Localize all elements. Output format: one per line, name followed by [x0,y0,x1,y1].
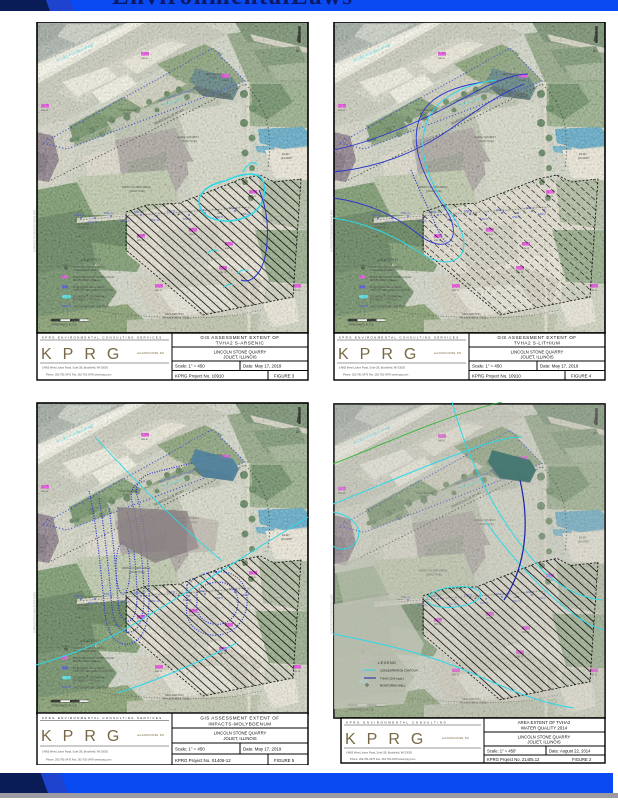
svg-text:WATER QUALITY 2014: WATER QUALITY 2014 [521,726,568,731]
svg-text:Phone: 262-781-0475 Fax: 262-: Phone: 262-781-0475 Fax: 262-781-0478 ww… [343,373,408,377]
svg-text:MONITORING WELL: MONITORING WELL [380,684,406,688]
svg-text:KPRG ENVIRONMENTAL CONSULTING: KPRG ENVIRONMENTAL CONSULTING SERVICES [42,716,162,720]
svg-text:Scale: 1" = 450: Scale: 1" = 450 [175,747,205,752]
svg-text:14665 West Lisbon Road, Suite: 14665 West Lisbon Road, Suite 2B, Brookf… [339,366,405,370]
svg-text:JOLIET, ILLINOIS: JOLIET, ILLINOIS [520,355,553,360]
svg-text:JOLIET, ILLINOIS: JOLIET, ILLINOIS [223,355,256,360]
svg-text:KPRG ENVIRONMENTAL CONSULTING: KPRG ENVIRONMENTAL CONSULTING SERVICES [339,336,459,340]
svg-text:AREA EXTENT OF TVHA2: AREA EXTENT OF TVHA2 [518,720,571,725]
svg-text:S:\PROJECTS\S1406\GIS\MOLY.MXD: S:\PROJECTS\S1406\GIS\MOLY.MXD [34,592,37,633]
svg-text:KPRG Project No. S1406-12: KPRG Project No. S1406-12 [175,758,231,763]
svg-text:and ASSOCIATES, INC.: and ASSOCIATES, INC. [137,733,165,737]
svg-text:S:\PROJECTS\10910\GIS\TVHA2.MX: S:\PROJECTS\10910\GIS\TVHA2.MXD [34,210,37,252]
svg-text:KPRG: KPRG [41,346,130,363]
svg-text:and ASSOCIATES, INC.: and ASSOCIATES, INC. [137,351,165,355]
svg-text:Scale: 1" = 450: Scale: 1" = 450 [472,364,502,369]
svg-text:Date: May 17, 2019: Date: May 17, 2019 [540,364,579,369]
svg-text:TVHA2 S-ARSENIC: TVHA2 S-ARSENIC [216,341,265,346]
svg-text:JOLIET, ILLINOIS: JOLIET, ILLINOIS [527,740,560,745]
svg-text:LEGEND: LEGEND [378,661,396,665]
svg-text:LINCOLN STONE QUARRY: LINCOLN STONE QUARRY [214,350,267,355]
svg-text:KPRG Project No. 10910: KPRG Project No. 10910 [175,374,224,379]
svg-text:CONCENTRATION CONTOUR: CONCENTRATION CONTOUR [380,669,418,673]
svg-text:LINCOLN STONE QUARRY: LINCOLN STONE QUARRY [214,731,267,736]
svg-text:TVHA2 S-LITHIUM: TVHA2 S-LITHIUM [514,341,561,346]
svg-text:Phone: 262-781-0475 Fax: 262-: Phone: 262-781-0475 Fax: 262-781-0478 ww… [46,373,111,377]
svg-text:LINCOLN STONE QUARRY: LINCOLN STONE QUARRY [518,735,571,740]
svg-text:KPRG: KPRG [338,346,427,363]
svg-text:FIGURE 5: FIGURE 5 [274,758,295,763]
svg-text:GIS ASSESSMENT EXTENT OF: GIS ASSESSMENT EXTENT OF [200,335,279,340]
svg-text:Date: August 22, 2014: Date: August 22, 2014 [549,749,591,754]
svg-text:Date: May 17, 2019: Date: May 17, 2019 [243,747,282,752]
svg-text:14665 West Lisbon Road, Suite: 14665 West Lisbon Road, Suite 2B, Brookf… [42,750,108,754]
svg-text:GIS ASSESSMENT EXTENT OF: GIS ASSESSMENT EXTENT OF [200,716,279,721]
svg-text:Date: May 17, 2019: Date: May 17, 2019 [243,364,282,369]
svg-text:LINCOLN STONE QUARRY: LINCOLN STONE QUARRY [511,350,564,355]
svg-text:Scale: 1" = 450: Scale: 1" = 450 [175,364,205,369]
svg-text:and ASSOCIATES, INC.: and ASSOCIATES, INC. [442,736,470,740]
svg-text:14665 West Lisbon Road, Suite: 14665 West Lisbon Road, Suite 2B, Brookf… [42,366,108,370]
svg-text:and ASSOCIATES, INC.: and ASSOCIATES, INC. [434,351,462,355]
svg-text:KPRG Project No. 10910: KPRG Project No. 10910 [472,374,521,379]
svg-text:FIGURE 3: FIGURE 3 [274,374,295,379]
svg-text:S:\PROJECTS\10910\GIS\TVHA2.MX: S:\PROJECTS\10910\GIS\TVHA2.MXD [331,210,334,252]
svg-text:FIGURE 4: FIGURE 4 [571,374,592,379]
svg-text:GIS ASSESSMENT EXTENT OF: GIS ASSESSMENT EXTENT OF [497,335,576,340]
svg-text:14665 West Lisbon Road, Suite: 14665 West Lisbon Road, Suite 2B, Brookf… [346,751,412,755]
svg-text:KPRG ENVIRONMENTAL CONSULTING: KPRG ENVIRONMENTAL CONSULTING [346,721,448,725]
svg-text:TVHA2 2014 (mg/L): TVHA2 2014 (mg/L) [380,677,404,681]
svg-text:Scale: 1" = 450': Scale: 1" = 450' [487,749,516,754]
svg-text:KPRG: KPRG [345,731,434,748]
svg-text:KPRG Project No. 21405.12: KPRG Project No. 21405.12 [487,757,540,762]
svg-text:S:\PROJECTS\21405\GIS\2014.MXD: S:\PROJECTS\21405\GIS\2014.MXD [331,594,334,634]
svg-text:KPRG: KPRG [41,728,130,745]
svg-text:IMPACTS-MOLYBDENUM: IMPACTS-MOLYBDENUM [208,722,271,727]
svg-text:FIGURE 2: FIGURE 2 [572,757,592,762]
svg-text:KPRG ENVIRONMENTAL CONSULTING: KPRG ENVIRONMENTAL CONSULTING SERVICES [42,336,162,340]
svg-text:Phone: 262-781-0475 Fax: 262-: Phone: 262-781-0475 Fax: 262-781-0478 ww… [46,758,111,762]
svg-text:Phone: 262-781-0475 Fax: 262-: Phone: 262-781-0475 Fax: 262-781-0478 ww… [350,757,415,761]
svg-text:JOLIET, ILLINOIS: JOLIET, ILLINOIS [223,736,256,741]
